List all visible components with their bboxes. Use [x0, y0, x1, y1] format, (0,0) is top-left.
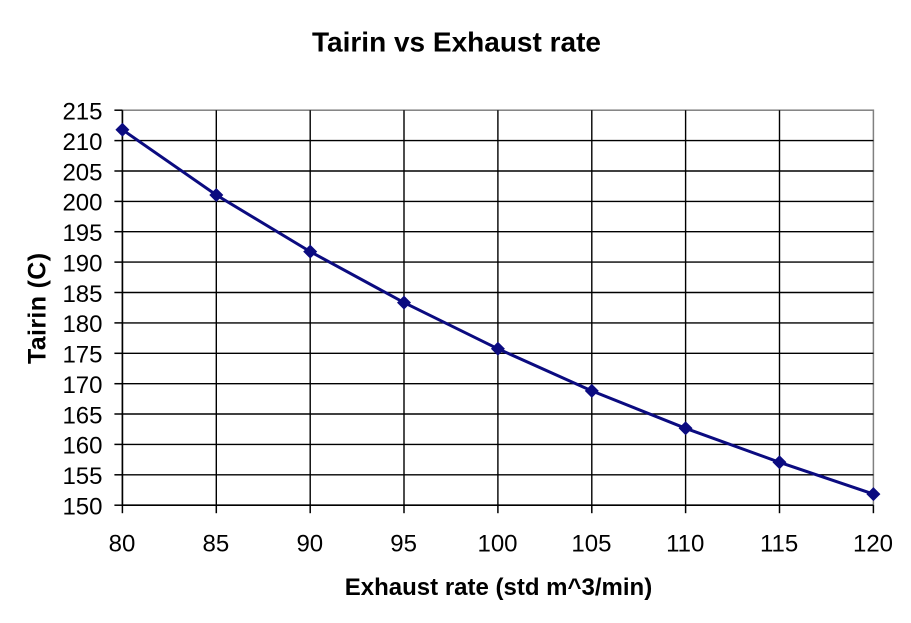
- svg-text:85: 85: [203, 530, 230, 557]
- svg-text:210: 210: [62, 129, 102, 156]
- svg-text:190: 190: [62, 250, 102, 277]
- svg-text:215: 215: [62, 99, 102, 126]
- svg-text:150: 150: [62, 494, 102, 521]
- svg-text:175: 175: [62, 342, 102, 369]
- svg-text:185: 185: [62, 281, 102, 308]
- svg-text:Tairin (C): Tairin (C): [24, 253, 52, 364]
- svg-text:165: 165: [62, 402, 102, 429]
- svg-text:95: 95: [390, 530, 417, 557]
- svg-text:115: 115: [760, 530, 798, 557]
- svg-text:Exhaust rate (std m^3/min): Exhaust rate (std m^3/min): [345, 574, 652, 601]
- svg-text:205: 205: [62, 159, 102, 186]
- svg-text:110: 110: [666, 530, 704, 557]
- svg-text:120: 120: [853, 530, 893, 557]
- svg-text:90: 90: [296, 530, 323, 557]
- svg-text:Tairin vs Exhaust rate: Tairin vs Exhaust rate: [312, 27, 601, 58]
- svg-text:200: 200: [62, 190, 102, 217]
- svg-text:105: 105: [571, 530, 611, 557]
- svg-text:80: 80: [109, 530, 136, 557]
- svg-text:155: 155: [62, 463, 102, 490]
- svg-text:100: 100: [477, 530, 517, 557]
- svg-text:195: 195: [62, 220, 102, 247]
- svg-text:160: 160: [62, 433, 102, 460]
- svg-text:180: 180: [62, 311, 102, 338]
- svg-text:170: 170: [62, 372, 102, 399]
